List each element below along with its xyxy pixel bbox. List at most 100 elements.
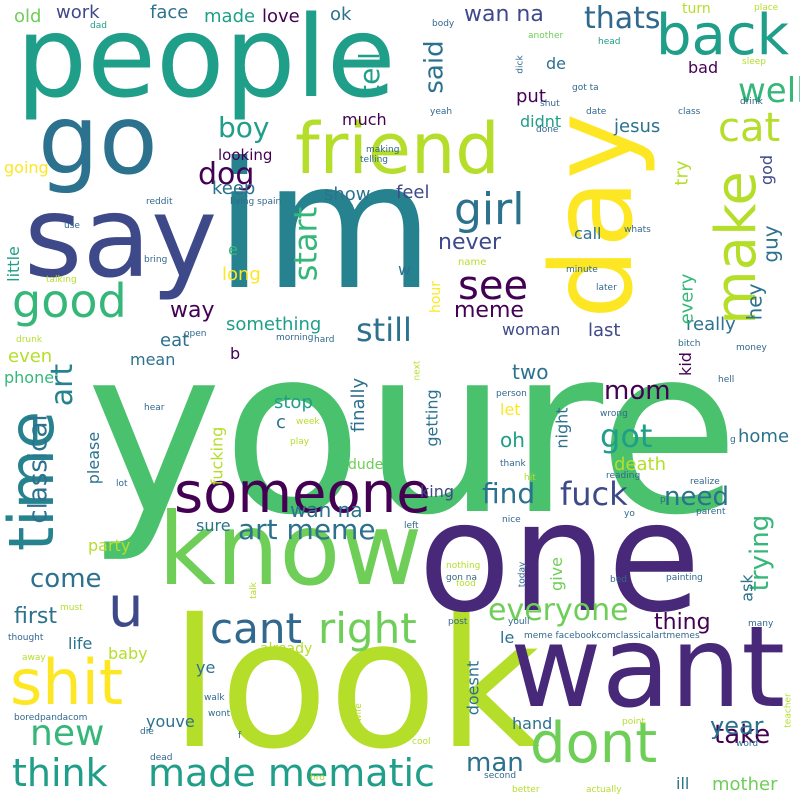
word-try: try: [671, 160, 693, 186]
word-de: de: [546, 54, 566, 73]
word-go: go: [38, 84, 158, 196]
word-work: work: [56, 2, 100, 23]
word-didnt: didnt: [520, 112, 562, 131]
word-two: two: [512, 360, 549, 384]
word-yo: yo: [624, 509, 635, 519]
word-person: person: [496, 389, 527, 399]
word-im: im: [215, 126, 435, 329]
word-hard: hard: [314, 335, 335, 345]
word-minute: minute: [566, 265, 598, 275]
word-place: place: [754, 3, 779, 13]
word-going: going: [4, 158, 49, 177]
word-hour: hour: [428, 280, 445, 314]
word-doesnt: doesnt: [463, 660, 483, 716]
word-ye: ye: [196, 658, 216, 677]
word-face: face: [150, 2, 189, 23]
word-ask: ask: [737, 574, 757, 602]
word-class: class: [678, 107, 701, 117]
word-parent: parent: [696, 507, 726, 517]
word-e: e: [228, 240, 238, 259]
word-got-ta: got ta: [572, 83, 599, 93]
word-youve: youve: [146, 712, 195, 731]
word-find: find: [482, 477, 536, 510]
word-painting: painting: [666, 573, 703, 583]
word-cool: cool: [412, 737, 431, 747]
word-please: please: [84, 431, 104, 485]
word-bitch: bitch: [678, 339, 701, 349]
word-thats: thats: [584, 1, 661, 36]
word-feel: feel: [396, 182, 430, 203]
word-put: put: [516, 86, 546, 107]
word-whats: whats: [624, 225, 651, 235]
word-looking: looking: [218, 146, 273, 164]
word-body: body: [432, 19, 455, 29]
word-making: making: [366, 145, 400, 155]
word-still: still: [356, 311, 412, 349]
word-die: die: [140, 727, 154, 737]
word-turn: turn: [682, 1, 711, 17]
word-give: give: [546, 557, 566, 591]
word-made: made: [204, 6, 256, 27]
word-play: play: [290, 437, 310, 447]
word-thing: thing: [654, 610, 711, 635]
word-mean: mean: [130, 350, 176, 369]
word-telling: telling: [360, 155, 388, 165]
word-use: use: [64, 221, 80, 231]
word-love: love: [262, 6, 300, 27]
word-many: many: [748, 619, 774, 629]
word-hand: hand: [512, 714, 553, 733]
word-youre: youre: [86, 299, 740, 566]
word-f: f: [238, 731, 242, 741]
word-wife: wife: [353, 703, 364, 722]
word-day: day: [528, 112, 659, 320]
word-one: one: [418, 469, 701, 646]
word-wrong: wrong: [600, 409, 628, 419]
word-gon-na: gon na: [446, 573, 478, 583]
word-new: new: [30, 713, 105, 754]
word-nice: nice: [502, 515, 521, 525]
word-last: last: [588, 320, 621, 341]
word-sure: sure: [196, 516, 231, 535]
word-friend: friend: [295, 108, 500, 190]
word-next: next: [412, 360, 423, 381]
word-meme-facebook: meme facebookcomclassicalartmemes: [524, 631, 700, 641]
word-already: already: [260, 641, 313, 657]
word-thank: thank: [500, 459, 526, 469]
word-drunk: drunk: [16, 335, 43, 345]
word-baby: baby: [108, 644, 148, 663]
word-call: call: [574, 224, 602, 243]
word-everyone: everyone: [488, 593, 629, 628]
word-sleep: sleep: [742, 57, 766, 67]
word-dog: dog: [198, 157, 255, 192]
word-b: b: [230, 344, 241, 363]
word-need: need: [664, 482, 729, 512]
word-point: point: [622, 717, 645, 727]
word-boy: boy: [218, 111, 270, 144]
word-people: people: [16, 0, 396, 123]
word-hell: hell: [718, 375, 735, 385]
word-money: money: [736, 343, 767, 353]
word-must: must: [60, 603, 83, 613]
word-word: word: [736, 739, 759, 749]
word-art-meme: art meme: [238, 513, 376, 546]
word-cat: cat: [718, 105, 781, 151]
word-yeah: yeah: [430, 107, 453, 117]
word-little: little: [3, 246, 23, 282]
word-right: right: [318, 604, 417, 653]
word-shit: shit: [10, 646, 124, 719]
word-bed: bed: [610, 575, 627, 585]
word-home: home: [738, 426, 790, 447]
word-nothing: nothing: [446, 561, 481, 571]
word-phone: phone: [4, 368, 55, 387]
word-done: done: [536, 125, 559, 135]
word-know: know: [158, 491, 423, 608]
word-shut: shut: [540, 99, 560, 109]
word-woman: woman: [502, 320, 561, 339]
word-lot: lot: [116, 479, 128, 489]
word-back: back: [656, 3, 790, 68]
word-getting: getting: [422, 389, 442, 447]
word-mother: mother: [712, 774, 778, 795]
word-much: much: [342, 110, 387, 129]
word-dead: dead: [150, 753, 173, 763]
word-stop: stop: [274, 392, 313, 413]
